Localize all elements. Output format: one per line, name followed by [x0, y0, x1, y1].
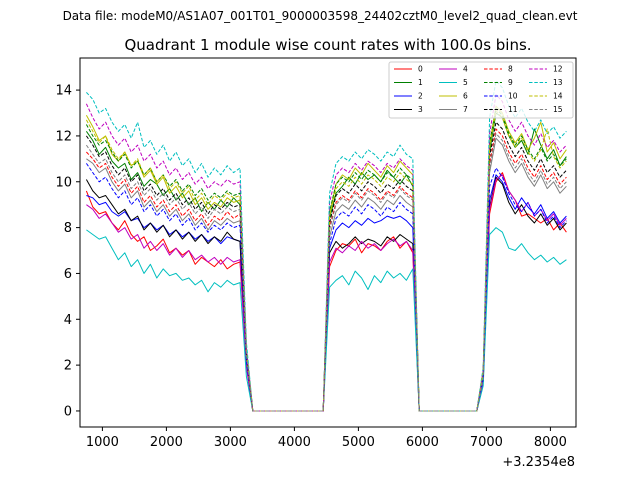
series-line-12	[85, 94, 567, 412]
legend-label-12: 12	[553, 65, 563, 74]
x-tick-label: 1000	[86, 435, 119, 450]
legend-label-11: 11	[508, 105, 518, 114]
legend-label-15: 15	[553, 105, 563, 114]
legend-label-5: 5	[463, 78, 468, 87]
plot-frame	[79, 57, 577, 428]
legend-label-8: 8	[508, 65, 513, 74]
legend-label-6: 6	[463, 92, 468, 101]
legend-box	[388, 61, 574, 119]
x-tick-label: 3000	[214, 435, 247, 450]
legend-label-0: 0	[418, 65, 423, 74]
series-line-11	[85, 121, 567, 412]
x-tick-label: 6000	[406, 435, 439, 450]
legend-label-13: 13	[553, 78, 563, 87]
x-tick-label: 5000	[342, 435, 375, 450]
legend-label-10: 10	[508, 92, 518, 101]
y-tick-label: 14	[55, 84, 72, 99]
series-line-1	[85, 112, 567, 412]
x-tick-label: 2000	[150, 435, 183, 450]
series-layer	[85, 80, 567, 412]
legend-label-4: 4	[463, 65, 468, 74]
legend-label-2: 2	[418, 92, 423, 101]
series-line-14	[85, 110, 567, 412]
legend-label-14: 14	[553, 92, 563, 101]
series-line-7	[86, 137, 567, 412]
x-tick-label: 7000	[470, 435, 503, 450]
y-axis-ticks: 0 2 4 6 8 10 12 14	[55, 84, 80, 419]
x-offset-label: +3.2354e8	[502, 455, 575, 470]
legend-label-7: 7	[463, 105, 468, 114]
y-tick-label: 8	[64, 221, 72, 236]
chart-title: Quadrant 1 module wise count rates with …	[124, 36, 531, 54]
x-tick-label: 4000	[278, 435, 311, 450]
y-tick-label: 4	[64, 313, 72, 328]
series-line-15	[85, 133, 567, 412]
legend-label-3: 3	[418, 105, 423, 114]
x-tick-label: 8000	[534, 435, 567, 450]
series-line-9	[85, 107, 567, 412]
legend-label-1: 1	[418, 78, 423, 87]
y-tick-label: 2	[64, 359, 72, 374]
y-tick-label: 0	[64, 404, 72, 419]
x-axis-ticks: 1000 2000 3000 4000 5000 6000 7000 8000	[86, 427, 567, 450]
legend-label-9: 9	[508, 78, 513, 87]
chart-suptitle: Data file: modeM0/AS1A07_001T01_90000035…	[63, 9, 578, 23]
series-line-5	[86, 227, 567, 412]
y-tick-label: 6	[64, 267, 72, 282]
y-tick-label: 12	[55, 129, 72, 144]
y-tick-label: 10	[55, 175, 72, 190]
